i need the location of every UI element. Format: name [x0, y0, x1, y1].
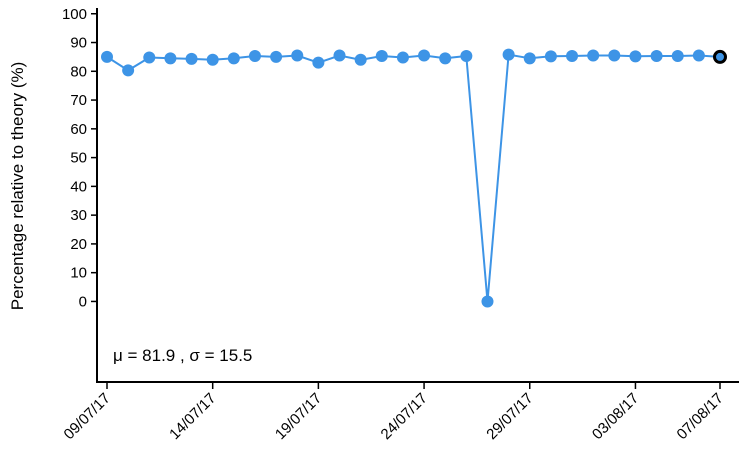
- x-tick-label: 19/07/17: [272, 390, 325, 443]
- data-point: [566, 50, 579, 63]
- series-layer: [101, 48, 727, 308]
- data-point: [692, 49, 705, 62]
- data-point: [502, 48, 515, 61]
- data-point: [523, 52, 536, 65]
- y-tick-label: 0: [79, 293, 87, 310]
- data-point: [354, 53, 367, 66]
- y-tick-label: 80: [70, 63, 87, 80]
- data-point: [312, 56, 325, 69]
- data-point: [122, 64, 135, 77]
- x-axis: 09/07/17 14/07/17 19/07/17 24/07/17 29/07/17…: [61, 381, 739, 443]
- data-point: [333, 49, 346, 62]
- y-tick-label: 30: [70, 207, 87, 224]
- y-tick-label: 40: [70, 178, 87, 195]
- data-point: [248, 50, 261, 63]
- data-point: [101, 50, 113, 63]
- data-point: [481, 295, 494, 308]
- series-line: [106, 53, 721, 302]
- x-tick-label: 09/07/17: [61, 390, 114, 443]
- x-tick-label: 24/07/17: [378, 390, 431, 443]
- y-axis: 0 10 20 30 40 50 60 70 80 90 100: [62, 6, 98, 382]
- data-point: [608, 49, 621, 62]
- x-tick-label: 07/08/17: [674, 390, 727, 443]
- y-tick-label: 10: [70, 265, 87, 282]
- x-tick-label: 14/07/17: [166, 390, 219, 443]
- data-point: [291, 49, 304, 62]
- data-point: [143, 51, 156, 64]
- data-point: [650, 50, 663, 63]
- y-tick-label: 20: [70, 236, 87, 253]
- data-point: [270, 50, 283, 63]
- data-point: [396, 51, 409, 64]
- stats-annotation: μ = 81.9 , σ = 15.5: [113, 346, 252, 365]
- data-point: [629, 50, 642, 63]
- data-point: [227, 52, 240, 65]
- x-tick-label: 29/07/17: [483, 390, 536, 443]
- data-point: [544, 50, 557, 63]
- y-axis-label: Percentage relative to theory (%): [8, 62, 27, 311]
- data-point: [164, 52, 177, 65]
- y-tick-label: 90: [70, 35, 87, 52]
- y-tick-label: 100: [62, 6, 87, 23]
- data-point: [671, 50, 684, 63]
- data-point: [418, 49, 431, 62]
- data-point: [460, 50, 473, 63]
- y-tick-label: 60: [70, 121, 87, 138]
- y-tick-label: 50: [70, 150, 87, 167]
- data-point: [185, 52, 198, 65]
- data-point: [587, 49, 600, 62]
- data-point: [375, 50, 388, 63]
- y-tick-label: 70: [70, 92, 87, 109]
- data-point: [439, 52, 452, 65]
- data-point-latest: [713, 49, 727, 64]
- data-point: [206, 53, 219, 66]
- x-tick-label: 03/08/17: [589, 390, 642, 443]
